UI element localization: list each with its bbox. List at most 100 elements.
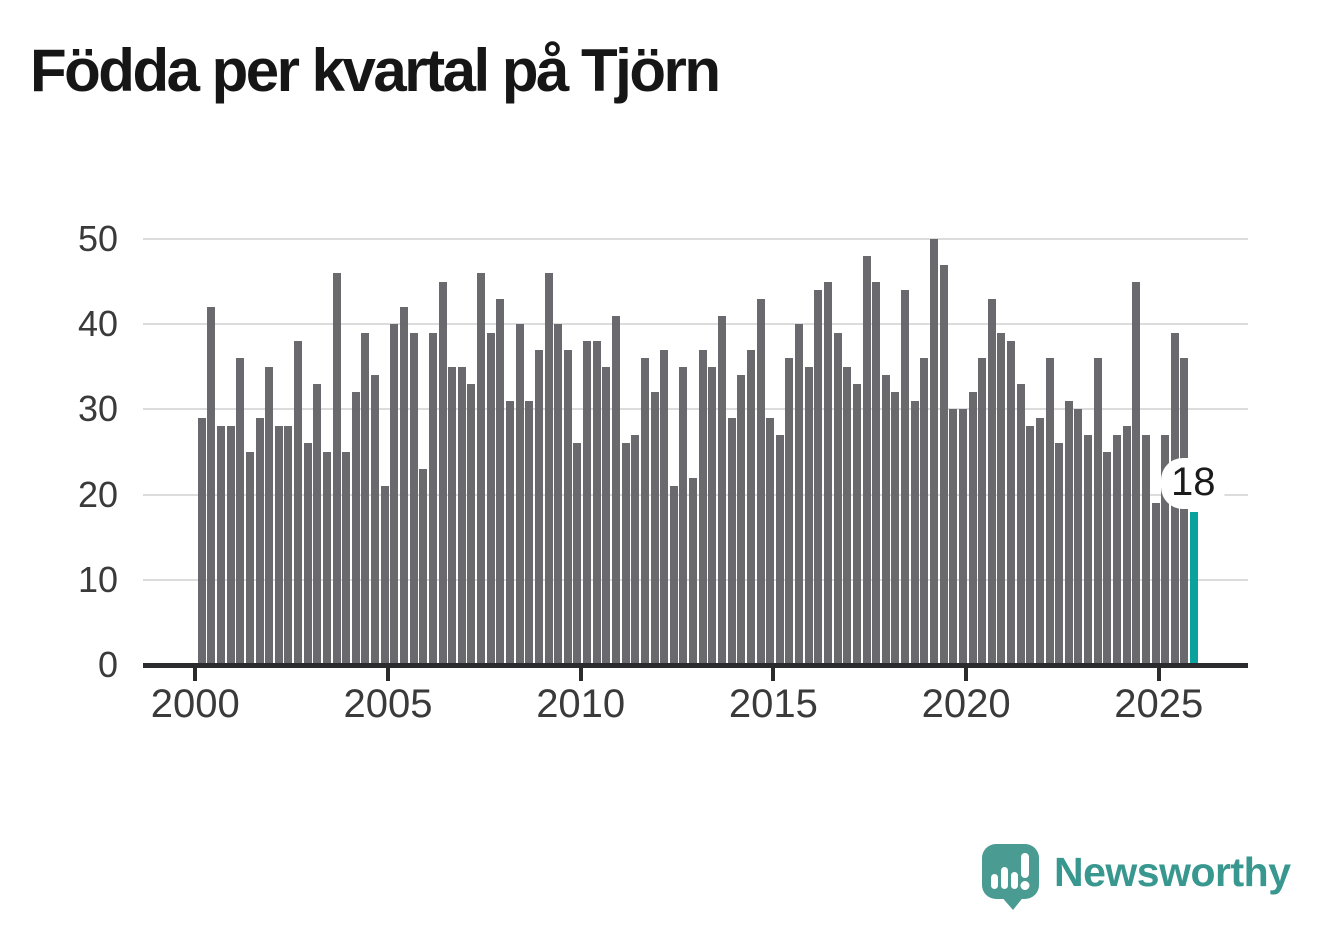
bar-2001-q1 (236, 358, 245, 665)
x-tick-2000 (193, 668, 198, 681)
bar-2013-q3 (717, 315, 726, 665)
gridline-40 (143, 323, 1248, 326)
bar-2005-q2 (400, 307, 409, 665)
bar-2014-q1 (737, 375, 746, 665)
y-tick-label-40: 40 (77, 303, 118, 345)
bar-2007-q1 (467, 383, 476, 665)
bar-2005-q1 (390, 324, 399, 665)
newsworthy-logo-text: Newsworthy (1054, 848, 1291, 895)
bar-2001-q3 (255, 417, 264, 665)
bar-2006-q1 (428, 332, 437, 665)
bar-2004-q4 (380, 486, 389, 665)
y-tick-label-50: 50 (77, 218, 118, 259)
bar-2023-q2 (1093, 358, 1102, 665)
bar-2000-q4 (226, 426, 235, 665)
gridline-50 (143, 238, 1248, 240)
bar-2006-q2 (438, 281, 447, 665)
y-tick-label-10: 10 (77, 558, 118, 600)
gridline-30 (143, 408, 1248, 411)
bar-2018-q4 (920, 358, 929, 665)
bar-2003-q3 (332, 273, 341, 665)
bar-2022-q4 (1074, 409, 1083, 665)
bar-2018-q1 (891, 392, 900, 665)
bar-2001-q4 (265, 366, 274, 665)
bar-2021-q2 (1016, 383, 1025, 665)
bar-2013-q2 (708, 366, 717, 665)
bar-2005-q4 (419, 469, 428, 665)
bar-2020-q1 (968, 392, 977, 665)
bar-2007-q3 (486, 332, 495, 665)
bar-2008-q1 (506, 400, 515, 665)
bar-2019-q2 (939, 264, 948, 665)
bar-2023-q3 (1103, 452, 1112, 665)
chart-title: Födda per kvartal på Tjörn (30, 37, 721, 104)
bar-2010-q3 (602, 366, 611, 665)
bar-2012-q2 (669, 486, 678, 665)
bar-2011-q2 (631, 434, 640, 665)
bar-2020-q3 (987, 298, 996, 665)
bar-2010-q4 (612, 315, 620, 665)
bar-2025-q3 (1180, 358, 1189, 665)
y-tick-label-30: 30 (77, 388, 118, 430)
bar-2013-q1 (698, 349, 707, 665)
bar-2009-q1 (544, 273, 553, 665)
x-tick-2015 (771, 668, 776, 681)
bar-2019-q1 (929, 239, 938, 665)
bar-2007-q4 (496, 298, 505, 665)
bar-2010-q2 (592, 341, 601, 665)
x-tick-label-2020: 2020 (921, 682, 1011, 726)
bar-2024-q1 (1122, 426, 1131, 665)
bar-2017-q2 (862, 256, 871, 665)
x-tick-label-2025: 2025 (1114, 682, 1204, 726)
x-tick-label-2015: 2015 (728, 682, 818, 726)
bar-2017-q4 (881, 375, 890, 665)
x-tick-2005 (386, 668, 390, 681)
bar-2004-q1 (351, 392, 360, 665)
bar-2002-q4 (303, 443, 312, 665)
bar-2016-q4 (843, 366, 852, 665)
x-tick-2020 (964, 668, 969, 681)
bar-2008-q4 (534, 349, 543, 665)
bar-2012-q1 (660, 349, 669, 665)
bar-2022-q3 (1064, 400, 1073, 665)
bar-2017-q1 (852, 383, 861, 665)
bar-2004-q3 (371, 375, 380, 665)
bar-2021-q1 (1007, 341, 1016, 665)
bar-2012-q4 (689, 477, 698, 665)
bar-2007-q2 (477, 273, 486, 665)
bar-2002-q1 (274, 426, 283, 665)
bar-2014-q4 (766, 417, 775, 665)
bar-2020-q4 (997, 332, 1006, 665)
bar-2019-q4 (958, 409, 967, 665)
bar-2012-q3 (679, 366, 688, 665)
bar-2006-q4 (457, 366, 466, 665)
bar-2009-q2 (554, 324, 563, 665)
x-tick-2025 (1156, 668, 1161, 681)
bar-2015-q3 (795, 324, 804, 665)
x-tick-label-2005: 2005 (343, 682, 433, 726)
bar-2018-q3 (910, 400, 919, 665)
bar-2011-q1 (621, 443, 630, 665)
bar-2022-q2 (1055, 443, 1064, 665)
bar-2013-q4 (727, 417, 736, 665)
bar-2020-q2 (978, 358, 987, 665)
newsworthy-logo: Newsworthy (980, 842, 1291, 912)
bar-2009-q3 (563, 349, 572, 665)
bar-2011-q3 (640, 358, 649, 665)
bar-2015-q1 (775, 434, 784, 665)
bar-2024-q4 (1151, 503, 1160, 665)
bar-2006-q3 (448, 366, 457, 665)
newsworthy-logo-icon (982, 844, 1039, 910)
bar-2011-q4 (650, 392, 659, 665)
bar-2018-q2 (901, 290, 910, 665)
bar-2003-q2 (322, 452, 331, 665)
bar-2005-q3 (409, 332, 418, 665)
last-value-label: 18 (1171, 460, 1216, 504)
bar-2010-q1 (583, 341, 592, 665)
bar-2000-q1 (197, 417, 206, 665)
bar-2024-q3 (1141, 434, 1150, 665)
bar-2016-q1 (814, 290, 823, 665)
bar-2022-q1 (1045, 358, 1054, 665)
plot-area (143, 238, 1251, 665)
